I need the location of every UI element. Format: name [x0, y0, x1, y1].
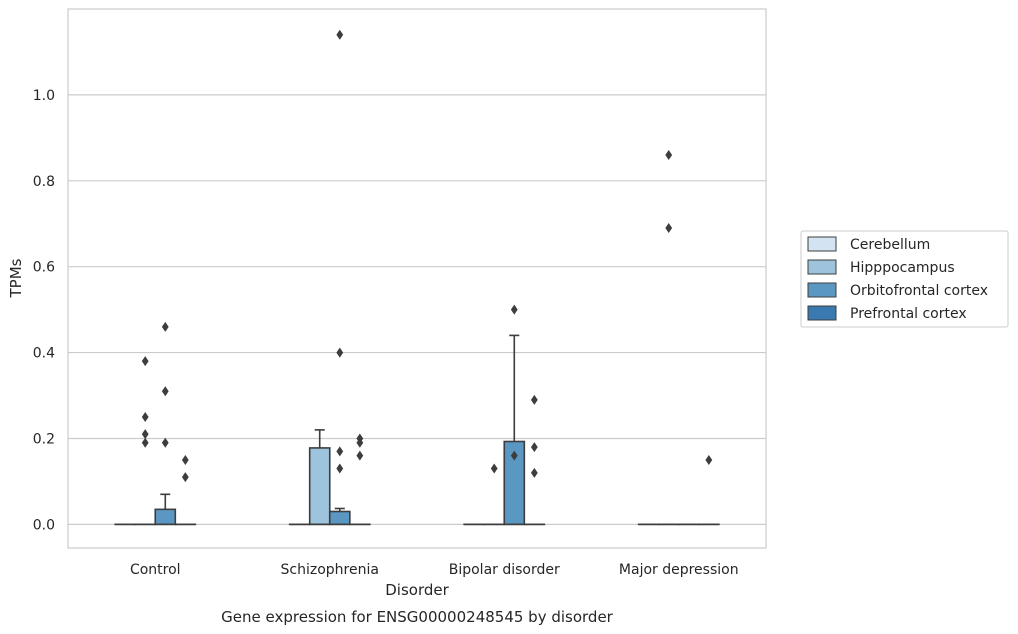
x-tick-label: Control — [130, 562, 181, 578]
outlier-point — [530, 394, 538, 405]
outlier-point — [510, 304, 518, 315]
legend-swatch — [807, 282, 837, 298]
x-tick-label: Major depression — [619, 562, 739, 578]
outlier-point — [510, 450, 518, 461]
outlier-point — [336, 347, 344, 358]
y-tick-label: 0.4 — [33, 346, 55, 362]
outlier-point — [336, 463, 344, 474]
x-axis-label: Disorder — [385, 581, 449, 599]
outlier-point — [161, 386, 169, 397]
outlier-point — [141, 429, 149, 440]
y-tick-label: 0.2 — [33, 431, 55, 447]
legend-entry: Prefrontal cortex — [850, 306, 967, 322]
box — [154, 508, 177, 526]
legend-entry: Cerebellum — [850, 237, 930, 253]
outlier-point — [141, 437, 149, 448]
box — [328, 510, 351, 526]
grid-lines — [68, 94, 766, 525]
outlier-point — [181, 472, 189, 483]
legend-frame — [800, 230, 1009, 328]
box-group-schizophrenia — [288, 29, 371, 526]
x-tick-label: Bipolar disorder — [449, 562, 560, 578]
box-groups — [114, 29, 720, 526]
outlier-point — [530, 442, 538, 453]
outlier-point — [356, 437, 364, 448]
box-group-control — [114, 321, 197, 526]
outlier-point — [490, 463, 498, 474]
outlier-point — [161, 321, 169, 332]
outlier-point — [141, 412, 149, 423]
box-group-bipolar-disorder — [463, 304, 546, 526]
legend-entry: Orbitofrontal cortex — [850, 283, 988, 299]
x-tick-labels: Control Schizophrenia Bipolar disorder Majo… — [130, 562, 739, 578]
box-group-major-depression — [637, 150, 720, 526]
chart-caption: Gene expression for ENSG00000248545 by d… — [221, 608, 614, 626]
y-axis-label: TPMs — [7, 258, 25, 298]
legend: Cerebellum Hipppocampus Orbitofrontal cort… — [800, 230, 1009, 328]
outlier-point — [181, 454, 189, 465]
outlier-point — [705, 454, 713, 465]
legend-swatch — [807, 236, 837, 252]
legend-entry: Hipppocampus — [850, 260, 955, 276]
y-tick-label: 0.0 — [33, 517, 55, 533]
outlier-point — [141, 356, 149, 367]
box — [308, 447, 331, 526]
outlier-point — [336, 29, 344, 40]
y-tick-labels: 0.0 0.2 0.4 0.6 0.8 1.0 — [33, 88, 55, 533]
legend-swatch — [807, 305, 837, 321]
outlier-point — [665, 223, 673, 234]
y-tick-label: 0.8 — [33, 174, 55, 190]
outlier-point — [336, 446, 344, 457]
outlier-point — [665, 150, 673, 161]
plot-frame — [67, 8, 767, 549]
outlier-point — [161, 437, 169, 448]
x-tick-label: Schizophrenia — [281, 562, 379, 578]
outlier-point — [530, 467, 538, 478]
legend-swatch — [807, 259, 837, 275]
y-tick-label: 1.0 — [33, 88, 55, 104]
outlier-point — [356, 450, 364, 461]
y-tick-label: 0.6 — [33, 260, 55, 276]
